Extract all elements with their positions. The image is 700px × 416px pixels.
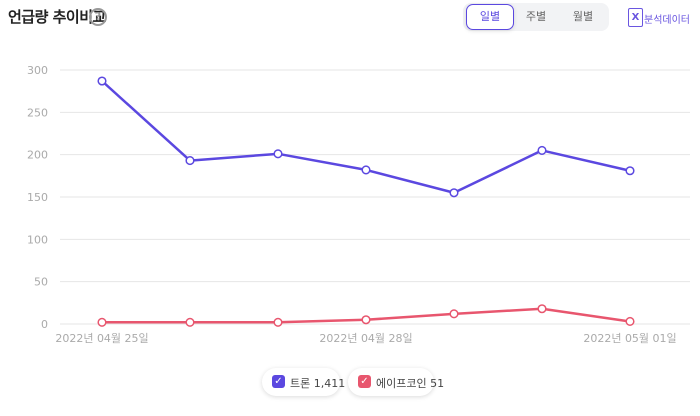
data-point[interactable]: [273, 317, 283, 327]
data-point[interactable]: [537, 304, 547, 314]
data-point[interactable]: [185, 317, 195, 327]
y-tick-label: 100: [27, 233, 48, 246]
data-point[interactable]: [97, 317, 107, 327]
legend-label-apecoin: 에이프코인 51: [376, 377, 445, 390]
data-point[interactable]: [185, 156, 195, 166]
series-line-0: [101, 80, 631, 195]
legend-label-tron: 트론 1,411: [290, 377, 346, 390]
y-tick-label: 150: [27, 191, 48, 204]
data-point[interactable]: [625, 316, 635, 327]
check-icon: ✓: [358, 375, 371, 388]
period-daily-button[interactable]: 일별: [466, 4, 514, 30]
chart-title: 언급량 추이비교: [8, 8, 106, 26]
excel-icon: X: [628, 8, 643, 27]
help-icon[interactable]: ?: [89, 8, 107, 26]
period-toggle: 일별 주별 월별: [463, 3, 609, 31]
legend-item-tron[interactable]: ✓ 트론 1,411: [262, 368, 345, 396]
y-tick-label: 200: [27, 149, 48, 162]
data-point[interactable]: [361, 315, 371, 325]
data-point[interactable]: [273, 149, 283, 159]
data-point[interactable]: [361, 165, 371, 175]
x-tick-label: 2022년 04월 25일: [55, 331, 148, 345]
y-tick-label: 300: [27, 64, 48, 77]
period-monthly-button[interactable]: 월별: [572, 10, 594, 23]
export-data-label: 분석데이터: [644, 15, 690, 26]
period-weekly-button[interactable]: 주별: [525, 10, 547, 23]
y-tick-label: 0: [41, 318, 48, 331]
check-icon: ✓: [272, 375, 285, 388]
data-point[interactable]: [97, 76, 107, 86]
data-point[interactable]: [449, 188, 459, 198]
legend-item-apecoin[interactable]: ✓ 에이프코인 51: [348, 368, 444, 396]
y-tick-label: 250: [27, 106, 48, 119]
y-tick-label: 50: [34, 276, 48, 289]
x-tick-label: 2022년 04월 28일: [319, 331, 412, 345]
data-point[interactable]: [537, 145, 547, 155]
data-point[interactable]: [449, 309, 459, 319]
x-tick-label: 2022년 05월 01일: [583, 331, 676, 345]
data-point[interactable]: [625, 166, 635, 176]
